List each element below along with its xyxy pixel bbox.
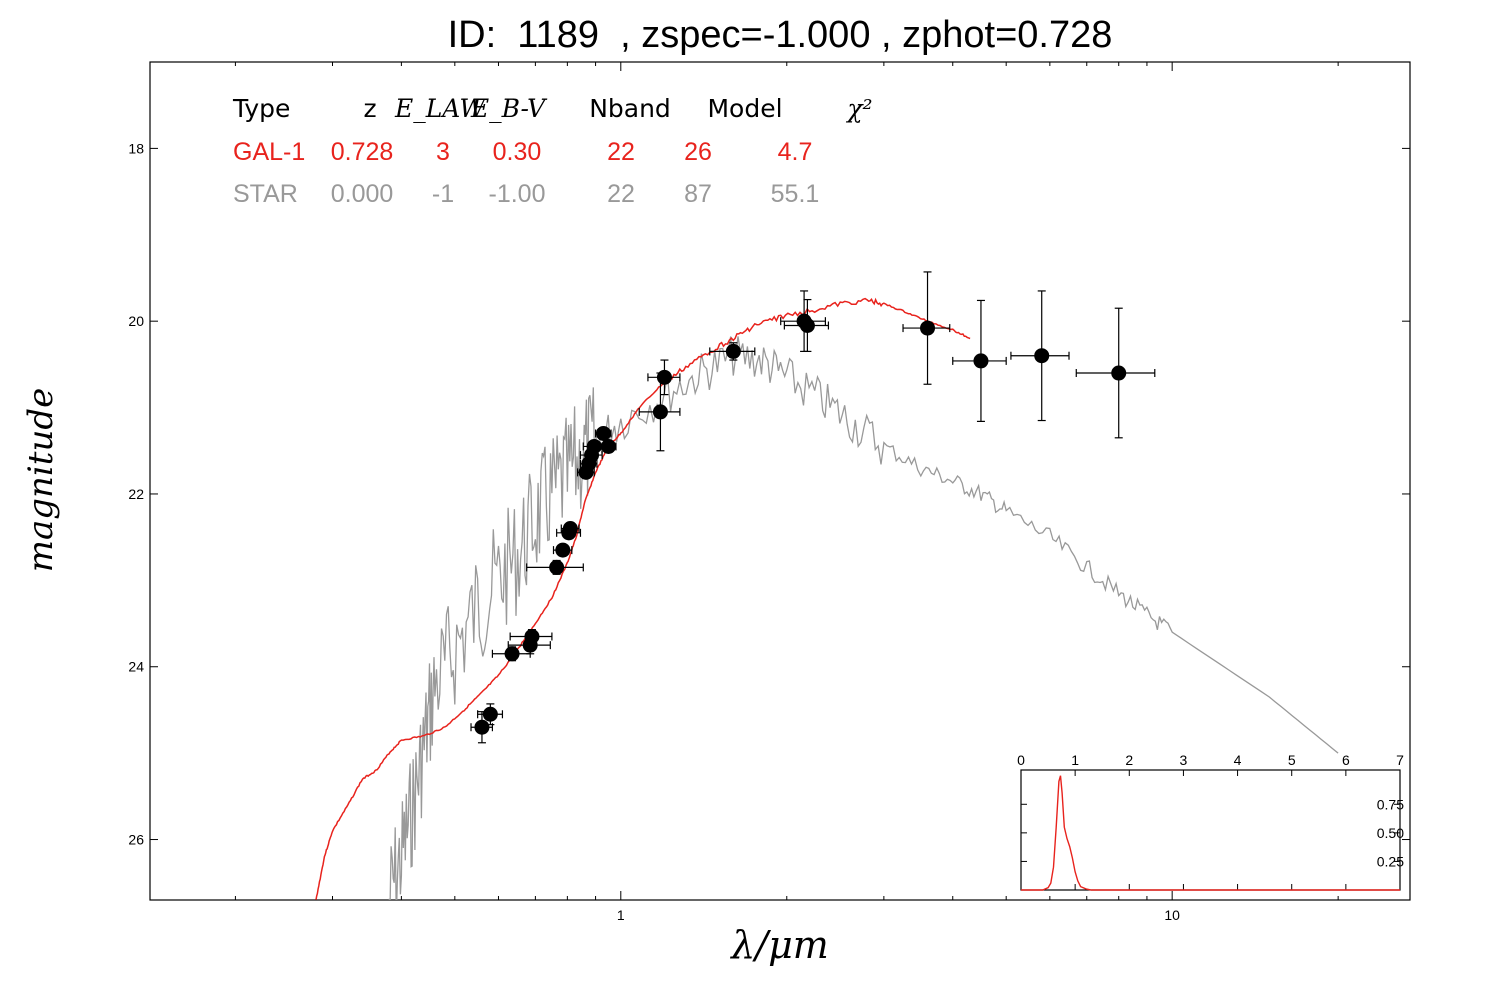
y-tick-label: 24 (128, 659, 144, 675)
data-point (902, 271, 951, 385)
data-marker (601, 438, 617, 454)
inset-x-tick-label: 4 (1234, 752, 1242, 768)
table-header: Type (232, 94, 290, 123)
data-marker (1111, 365, 1127, 381)
star-model-line (388, 336, 1339, 900)
data-point (600, 438, 617, 454)
data-marker (1034, 348, 1050, 364)
data-marker (474, 719, 490, 735)
data-point (560, 521, 580, 537)
table-cell: GAL-1 (233, 138, 305, 166)
table-cell: 0.000 (331, 180, 394, 208)
table-cell: 26 (684, 138, 712, 166)
data-point (638, 372, 681, 452)
table-cell: 22 (607, 138, 635, 166)
inset-x-tick-label: 3 (1180, 752, 1188, 768)
data-point (526, 559, 584, 575)
plot-border (149, 61, 1411, 901)
inset-x-tick-label: 5 (1288, 752, 1296, 768)
observations (470, 271, 1156, 744)
table-cell: STAR (233, 180, 298, 208)
y-tick-label: 20 (128, 313, 144, 329)
y-axis-label: magnitude (21, 388, 61, 573)
inset-x-tick-label: 7 (1396, 752, 1404, 768)
pdz-inset: 0 1 2 3 4 5 6 7 0.25 0.50 0.75 (1017, 752, 1404, 891)
inset-x-tick-label: 6 (1342, 752, 1350, 768)
table-cell: 0.728 (331, 138, 394, 166)
table-cell: -1.00 (489, 180, 546, 208)
inset-y-tick-label: 0.50 (1377, 825, 1404, 841)
x-axis-label: λ/μm (729, 923, 829, 967)
pdz-line (1021, 775, 1400, 891)
y-tick-label: 22 (128, 486, 144, 502)
inset-x-tick-label: 0 (1017, 752, 1025, 768)
data-point (783, 298, 830, 353)
inset-border (1020, 769, 1401, 891)
inset-x-tick-label: 1 (1071, 752, 1079, 768)
data-marker (549, 559, 565, 575)
table-cell: 55.1 (771, 180, 820, 208)
plot-frame (149, 61, 1411, 901)
data-marker (482, 706, 498, 722)
data-point (491, 646, 531, 662)
table-header: Nband (589, 94, 671, 123)
data-marker (920, 320, 936, 336)
data-point (582, 438, 606, 454)
inset-y-tick-label: 0.25 (1377, 853, 1404, 869)
data-point (1075, 307, 1156, 439)
data-point (709, 342, 756, 361)
table-header: χ² (845, 94, 872, 123)
x-tick-label: 10 (1164, 907, 1180, 923)
data-point (509, 628, 553, 645)
data-marker (652, 404, 668, 420)
data-marker (973, 353, 989, 369)
data-point (952, 299, 1007, 422)
table-cell: 3 (436, 138, 450, 166)
data-marker (656, 369, 672, 385)
table-header: z (363, 94, 376, 123)
table-cell: 4.7 (778, 138, 813, 166)
x-tick-label: 1 (617, 907, 625, 923)
data-marker (799, 317, 815, 333)
table-cell: 0.30 (493, 138, 542, 166)
model-curves (315, 297, 1339, 900)
inset-y-tick-label: 0.75 (1377, 796, 1404, 812)
table-cell: 22 (607, 180, 635, 208)
chart-title: ID: 1189 , zspec=-1.000 , zphot=0.728 (447, 14, 1113, 56)
data-marker (555, 542, 571, 558)
galaxy-model-line (315, 297, 971, 900)
data-marker (504, 646, 520, 662)
data-point (647, 359, 681, 396)
data-point (470, 711, 494, 744)
table-cell: -1 (432, 180, 454, 208)
data-marker (562, 521, 578, 537)
table-header: E_LAW (394, 94, 487, 123)
data-marker (586, 438, 602, 454)
data-marker (725, 343, 741, 359)
data-point (594, 425, 612, 441)
y-tick-label: 26 (128, 832, 144, 848)
inset-x-tick-label: 2 (1125, 752, 1133, 768)
table-cell: 87 (684, 180, 712, 208)
table-header: E_B-V (470, 94, 548, 123)
y-tick-label: 18 (128, 140, 144, 156)
table-header: Model (707, 94, 782, 123)
data-point (552, 542, 573, 558)
data-marker (595, 425, 611, 441)
data-marker (524, 629, 540, 645)
data-point (1010, 290, 1070, 422)
